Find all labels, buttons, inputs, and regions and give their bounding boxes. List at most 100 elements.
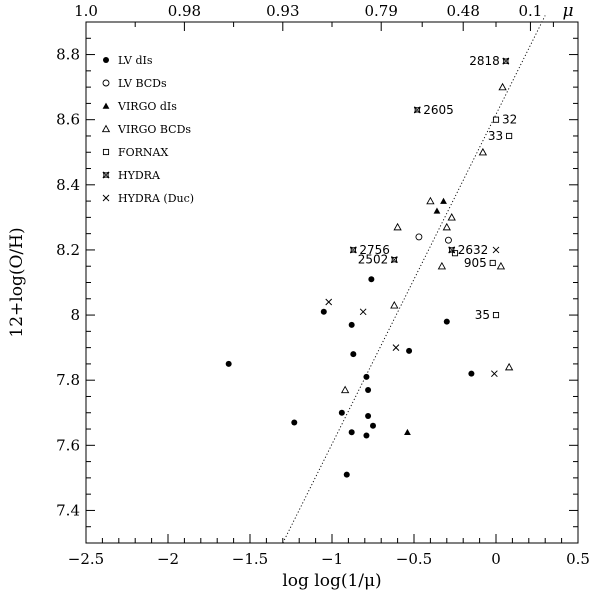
annotation-label: 2605 bbox=[423, 103, 454, 117]
point-lv-dis bbox=[291, 419, 298, 426]
point-lv-dis bbox=[225, 360, 232, 367]
point-lv-dis bbox=[350, 351, 357, 358]
legend-label: VIRGO dIs bbox=[117, 100, 177, 113]
x-tick-label: 0.5 bbox=[566, 550, 590, 568]
legend-marker bbox=[102, 171, 110, 179]
point-virgo-bcds bbox=[504, 362, 514, 371]
y-tick-label: 7.6 bbox=[56, 436, 80, 454]
legend-marker bbox=[103, 57, 109, 63]
point-lv-dis bbox=[363, 432, 370, 439]
top-tick-label: 1.0 bbox=[74, 2, 98, 20]
cross-stroke bbox=[492, 246, 500, 254]
point-virgo-bcds bbox=[447, 213, 456, 221]
point-hydra-duc bbox=[392, 344, 400, 351]
legend-label: HYDRA (Duc) bbox=[118, 192, 194, 205]
annotation-label: 32 bbox=[502, 113, 517, 127]
star-diag bbox=[414, 106, 421, 114]
point-lv-dis bbox=[370, 422, 376, 429]
y-tick-label: 7.8 bbox=[56, 371, 80, 389]
star-diag bbox=[102, 171, 110, 179]
annotations-layer: 2818 2605 32 33 2756 2632 2502 905 35 bbox=[358, 54, 518, 322]
x-tick-label: −2 bbox=[157, 550, 179, 568]
point-virgo-dis bbox=[433, 207, 441, 214]
y-tick-label: 8.4 bbox=[56, 176, 80, 194]
legend-marker bbox=[102, 194, 110, 202]
x-tick-label: 0 bbox=[491, 550, 501, 568]
point-hydra bbox=[390, 256, 398, 264]
x-tick-label: −1 bbox=[321, 550, 343, 568]
star-diag bbox=[350, 246, 357, 254]
point-lv-dis bbox=[338, 409, 345, 416]
point-lv-dis bbox=[468, 370, 475, 377]
legend-label: VIRGO BCDs bbox=[117, 123, 191, 136]
point-hydra bbox=[502, 57, 510, 65]
points-layer bbox=[225, 57, 514, 478]
point-hydra bbox=[413, 106, 421, 114]
annotation-label: 2632 bbox=[458, 243, 489, 257]
point-fornax bbox=[489, 259, 496, 267]
fit-line bbox=[282, 15, 546, 544]
point-lv-dis bbox=[368, 276, 375, 283]
x-tick-label: −0.5 bbox=[396, 550, 432, 568]
point-lv-dis bbox=[365, 413, 372, 420]
top-tick-label: 0.79 bbox=[364, 2, 397, 20]
star-diag bbox=[502, 57, 510, 65]
point-virgo-bcds bbox=[478, 147, 488, 156]
point-hydra-duc bbox=[325, 298, 333, 306]
point-hydra-duc bbox=[492, 246, 500, 254]
y-tick-label: 8 bbox=[70, 306, 80, 324]
annotation-label: 2756 bbox=[359, 243, 390, 257]
y-tick-label: 8.6 bbox=[56, 111, 80, 129]
point-virgo-bcds bbox=[498, 82, 507, 91]
point-fornax bbox=[492, 116, 500, 123]
point-hydra-duc bbox=[491, 370, 498, 378]
point-fornax bbox=[506, 132, 513, 140]
point-fornax bbox=[492, 312, 500, 319]
cross-stroke bbox=[491, 370, 498, 378]
top-tick-label: 0.1 bbox=[519, 2, 543, 20]
legend-label: FORNAX bbox=[118, 146, 169, 159]
point-lv-dis bbox=[320, 308, 327, 315]
point-lv-bcds bbox=[444, 236, 452, 244]
y-tick-label: 8.2 bbox=[56, 241, 80, 259]
point-virgo-dis bbox=[404, 428, 411, 436]
annotation-label: 2502 bbox=[358, 253, 389, 267]
legend-marker bbox=[102, 148, 110, 156]
star-outline bbox=[349, 246, 357, 254]
annotation-label: 33 bbox=[488, 129, 503, 143]
top-axis-label: μ bbox=[562, 1, 573, 21]
annotation-label: 35 bbox=[475, 308, 490, 322]
y-axis-label: 12+log(O/H) bbox=[7, 227, 27, 337]
point-lv-dis bbox=[365, 386, 372, 393]
point-lv-dis bbox=[443, 318, 450, 325]
star-diag bbox=[448, 246, 455, 254]
legend-label: LV BCDs bbox=[118, 77, 167, 90]
point-lv-dis bbox=[406, 347, 413, 354]
point-virgo-bcds bbox=[437, 261, 447, 270]
fit-line-layer bbox=[282, 15, 546, 544]
legend-marker bbox=[102, 79, 110, 87]
legend-label: LV dIs bbox=[118, 54, 153, 67]
point-virgo-bcds bbox=[340, 385, 350, 394]
point-virgo-bcds bbox=[426, 196, 435, 205]
point-hydra bbox=[448, 246, 456, 254]
x-tick-label: −1.5 bbox=[232, 550, 268, 568]
point-virgo-bcds bbox=[496, 261, 506, 270]
point-lv-dis bbox=[348, 429, 355, 436]
legend: LV dIs LV BCDs VIRGO dIs VIRGO BCDs FORNAX HY… bbox=[101, 54, 194, 205]
point-virgo-bcds bbox=[393, 222, 402, 231]
point-fornax bbox=[451, 250, 459, 257]
top-tick-label: 0.93 bbox=[266, 2, 299, 20]
cross-stroke bbox=[325, 298, 333, 306]
annotation-label: 905 bbox=[464, 256, 487, 270]
point-hydra bbox=[349, 246, 357, 254]
cross-stroke bbox=[359, 308, 367, 316]
cross-stroke bbox=[392, 344, 400, 351]
top-tick-label: 0.48 bbox=[446, 2, 479, 20]
x-tick-label: −2.5 bbox=[68, 550, 104, 568]
point-hydra-duc bbox=[359, 308, 367, 316]
legend-label: HYDRA bbox=[118, 169, 161, 182]
axes-layer: −2.5 −2 −1.5 −1 −0.5 0 0.5 7.4 7.6 7.8 8 8.2 8.4 8.6 8… bbox=[7, 1, 590, 591]
point-lv-bcds bbox=[415, 233, 423, 241]
